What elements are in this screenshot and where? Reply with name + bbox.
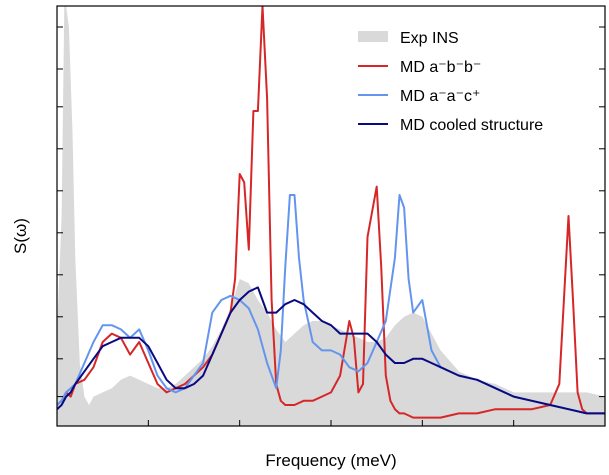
series-0 — [57, 6, 605, 426]
legend-label-0: Exp INS — [400, 30, 459, 47]
legend-label-3: MD cooled structure — [400, 117, 543, 134]
plot-layer — [57, 6, 605, 426]
legend-label-1: MD a⁻b⁻b⁻ — [400, 59, 481, 76]
legend: Exp INS MD a⁻b⁻b⁻ MD a⁻a⁻c⁺ MD cooled struc… — [358, 30, 543, 134]
legend-label-2: MD a⁻a⁻c⁺ — [400, 88, 480, 105]
x-axis-label: Frequency (meV) — [265, 451, 396, 470]
y-axis-label: S(ω) — [11, 218, 30, 254]
legend-swatch-0 — [358, 31, 388, 42]
